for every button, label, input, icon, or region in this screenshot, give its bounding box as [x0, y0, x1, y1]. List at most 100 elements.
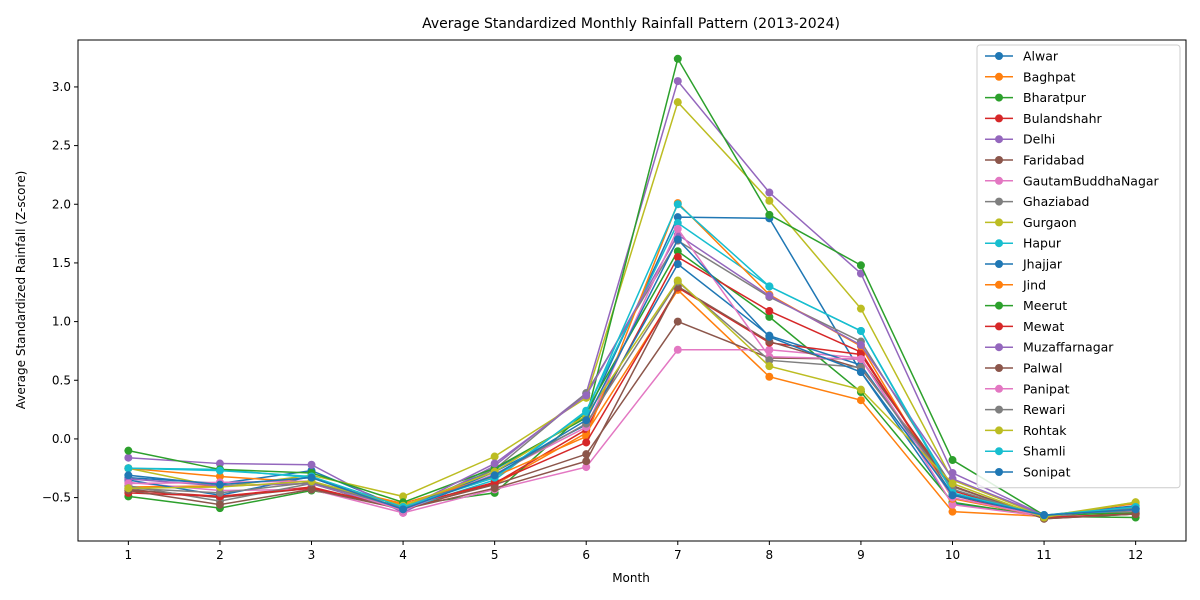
x-tick-label: 9 — [857, 548, 865, 562]
data-point — [673, 224, 682, 233]
legend-marker — [995, 364, 1003, 372]
legend-item: Faridabad — [985, 153, 1084, 168]
data-point — [124, 464, 133, 473]
legend-item: Delhi — [985, 132, 1055, 147]
y-axis-label: Average Standardized Rainfall (Z-score) — [14, 171, 28, 410]
y-axis: −0.5 0.0 0.5 1.0 1.5 2.0 2.5 3.0 — [42, 80, 78, 505]
data-point — [582, 416, 591, 425]
legend-label: Baghpat — [1023, 69, 1076, 84]
series-line — [128, 279, 1136, 519]
legend-label: Bulandshahr — [1023, 111, 1103, 126]
data-point — [490, 459, 499, 468]
data-point — [948, 456, 957, 465]
x-tick-label: 2 — [216, 548, 224, 562]
data-point — [765, 345, 774, 354]
legend-item: Panipat — [985, 381, 1070, 396]
legend-item: Ghaziabad — [985, 194, 1090, 209]
x-tick-label: 11 — [1036, 548, 1051, 562]
legend-marker — [995, 384, 1003, 393]
data-point — [765, 188, 774, 197]
series-line — [128, 100, 1136, 518]
data-point — [490, 471, 499, 480]
data-point — [948, 507, 957, 516]
legend-label: Rewari — [1023, 402, 1065, 417]
data-point — [765, 362, 774, 371]
x-tick-label: 5 — [491, 548, 499, 562]
legend-label: Mewat — [1023, 319, 1064, 334]
y-tick-label: −0.5 — [42, 491, 71, 505]
x-tick-label: 8 — [766, 548, 774, 562]
legend-label: Jind — [1022, 277, 1046, 292]
legend-marker — [995, 343, 1003, 352]
data-point — [673, 247, 682, 256]
legend-label: Faridabad — [1023, 153, 1084, 168]
legend-label: Muzaffarnagar — [1023, 340, 1114, 355]
legend-label: GautamBuddhaNagar — [1023, 173, 1160, 188]
data-point — [765, 196, 774, 205]
data-point — [215, 500, 224, 509]
data-point — [1131, 505, 1140, 514]
legend-item: Meerut — [985, 298, 1067, 313]
x-axis: 1 2 3 4 5 6 7 8 9 10 11 12 — [125, 541, 1143, 562]
legend-marker — [995, 468, 1003, 476]
data-point — [856, 341, 865, 350]
legend-marker — [995, 447, 1003, 456]
legend-marker — [995, 426, 1003, 435]
data-point — [765, 356, 774, 365]
legend-marker — [995, 260, 1003, 268]
legend-item: Bulandshahr — [985, 111, 1103, 126]
data-point — [490, 484, 499, 493]
data-point — [215, 472, 224, 481]
data-point — [765, 291, 774, 300]
legend-label: Shamli — [1023, 444, 1066, 459]
data-point — [856, 385, 865, 394]
x-tick-label: 1 — [125, 548, 133, 562]
legend-marker — [995, 239, 1003, 248]
legend-label: Bharatpur — [1023, 90, 1087, 105]
legend: Alwar Baghpat Bharatpur Bulandshahr Delhi Far… — [976, 44, 1181, 489]
data-point — [582, 463, 591, 472]
data-point — [673, 260, 682, 269]
data-point — [856, 261, 865, 270]
data-point — [673, 253, 682, 262]
legend-label: Alwar — [1023, 49, 1059, 64]
data-point — [948, 479, 957, 488]
legend-label: Meerut — [1023, 298, 1067, 313]
data-point — [307, 473, 316, 482]
x-tick-label: 12 — [1128, 548, 1143, 562]
legend-marker — [995, 72, 1003, 81]
data-point — [673, 235, 682, 244]
legend-item: GautamBuddhaNagar — [985, 173, 1160, 188]
data-point — [856, 396, 865, 405]
data-point — [399, 492, 408, 501]
data-point — [124, 471, 133, 480]
series-line — [128, 280, 1136, 518]
data-point — [582, 407, 591, 416]
data-point — [948, 491, 957, 500]
legend-marker — [995, 280, 1003, 289]
data-point — [856, 368, 865, 377]
legend-marker — [995, 197, 1003, 206]
legend-marker — [995, 176, 1003, 185]
data-point — [856, 304, 865, 313]
y-tick-label: 2.5 — [52, 139, 71, 153]
plot-area — [124, 54, 1140, 523]
x-tick-label: 10 — [945, 548, 960, 562]
data-point — [490, 452, 499, 461]
data-point — [582, 438, 591, 447]
data-point — [856, 269, 865, 278]
data-point — [673, 345, 682, 354]
series-line — [128, 238, 1136, 516]
y-tick-label: 1.5 — [52, 256, 71, 270]
series-line — [128, 203, 1136, 516]
data-point — [215, 466, 224, 475]
y-tick-label: 0.0 — [52, 432, 71, 446]
data-point — [582, 391, 591, 400]
data-point — [673, 213, 682, 222]
y-tick-label: 1.0 — [52, 315, 71, 329]
x-tick-label: 7 — [674, 548, 682, 562]
series-line — [128, 56, 1136, 516]
data-point — [124, 453, 133, 462]
data-point — [765, 210, 774, 219]
legend-marker — [995, 218, 1003, 227]
